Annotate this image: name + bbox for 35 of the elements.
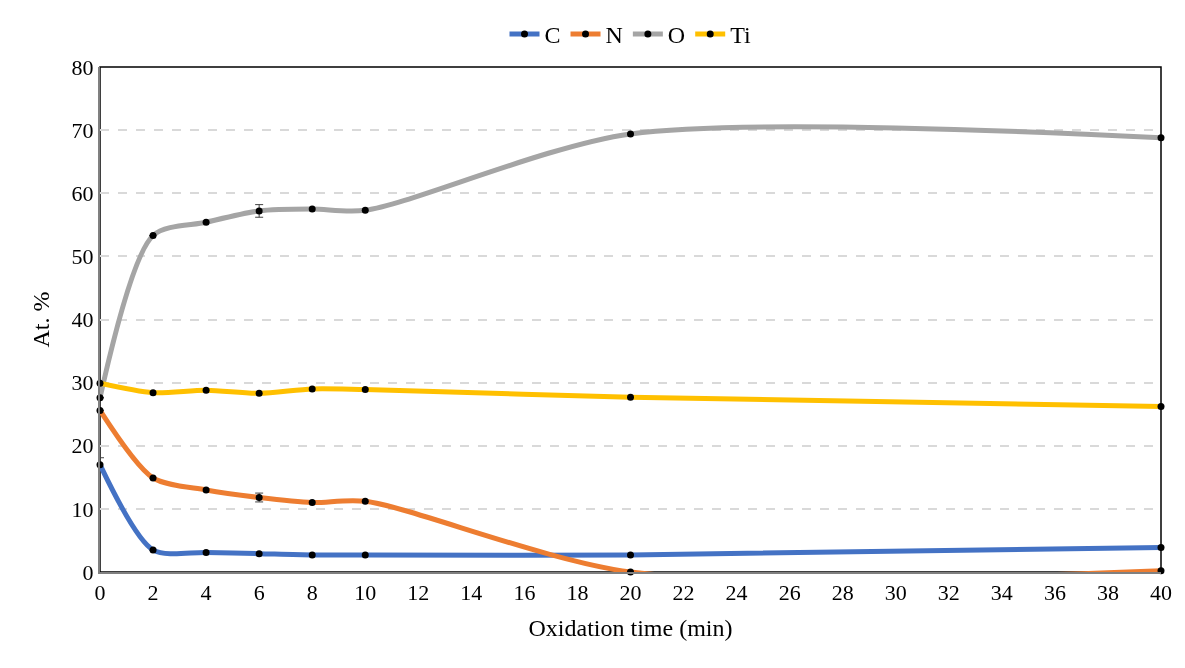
x-tick-label: 26 xyxy=(778,580,801,606)
x-tick-label: 2 xyxy=(147,580,159,606)
x-tick-label: 14 xyxy=(460,580,483,606)
x-axis-title: Oxidation time (min) xyxy=(528,615,733,642)
y-tick-label: 50 xyxy=(71,244,94,270)
x-tick-label: 4 xyxy=(200,580,212,606)
x-tick-label: 40 xyxy=(1150,580,1172,606)
x-tick-label: 12 xyxy=(407,580,430,606)
y-tick-label: 30 xyxy=(71,370,94,396)
x-tick-label: 6 xyxy=(253,580,265,606)
legend-label: O xyxy=(667,22,686,49)
x-tick-label: 34 xyxy=(990,580,1013,606)
x-tick-label: 32 xyxy=(937,580,960,606)
x-tick-label: 38 xyxy=(1096,580,1119,606)
x-tick-label: 16 xyxy=(513,580,536,606)
y-tick-label: 80 xyxy=(71,54,94,80)
y-tick-label: 20 xyxy=(71,433,94,459)
x-tick-label: 24 xyxy=(725,580,748,606)
y-axis-title: At. % xyxy=(28,291,55,348)
x-tick-label: 22 xyxy=(672,580,695,606)
y-tick-label: 40 xyxy=(71,307,94,333)
x-tick-label: 36 xyxy=(1043,580,1066,606)
legend-label: Ti xyxy=(730,22,752,49)
y-tick-label: 0 xyxy=(82,559,94,585)
y-tick-label: 10 xyxy=(71,496,94,522)
x-tick-label: 18 xyxy=(566,580,589,606)
legend-label: C xyxy=(544,22,561,49)
y-tick-label: 70 xyxy=(71,117,94,143)
x-tick-label: 8 xyxy=(306,580,318,606)
x-tick-label: 28 xyxy=(831,580,854,606)
x-tick-label: 20 xyxy=(619,580,642,606)
x-tick-label: 30 xyxy=(884,580,907,606)
y-tick-label: 60 xyxy=(71,180,94,206)
legend-label: N xyxy=(605,22,623,49)
x-tick-label: 10 xyxy=(354,580,377,606)
